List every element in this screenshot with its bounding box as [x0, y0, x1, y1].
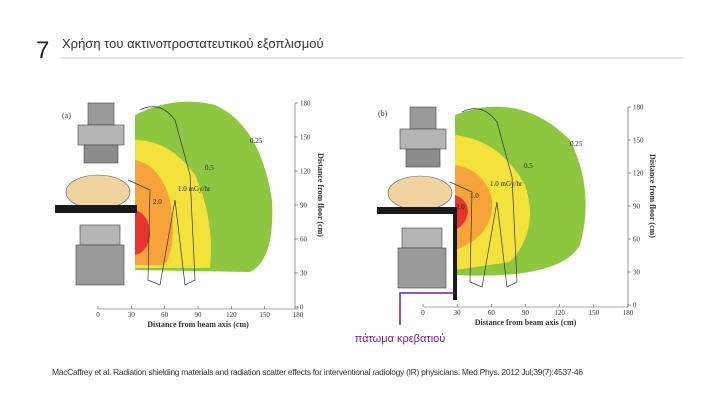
slide-title: Χρήση του ακτινοπροστατευτικού εξοπλισμο…: [62, 36, 324, 51]
slide-number: 7: [36, 37, 49, 64]
citation: MacCaffrey et al. Radiation shielding ma…: [52, 367, 583, 377]
contour-label: 0.25: [570, 140, 583, 148]
y-tick-label: 150: [300, 134, 311, 142]
y-tick-label: 90: [633, 203, 641, 211]
y-tick-label: 150: [633, 137, 644, 145]
y-tick-label: 30: [300, 270, 308, 278]
x-tick-label: 60: [161, 311, 169, 319]
x-tick-label: 120: [554, 309, 565, 317]
x-tick-label: 60: [488, 309, 496, 317]
x-axis-label: Distance from beam axis (cm): [147, 320, 249, 329]
y-tick-label: 180: [633, 104, 644, 112]
y-tick-label: 120: [300, 168, 311, 176]
x-tick-label: 30: [454, 309, 462, 317]
y-tick-label: 60: [300, 236, 308, 244]
figure-b-illustration: [377, 106, 586, 325]
contour-label: 2.0: [456, 203, 465, 211]
y-tick-label: 0: [633, 302, 637, 310]
annotation: πάτωμα κρεβατιού: [355, 333, 446, 345]
x-tick-label: 30: [128, 311, 136, 319]
figure-a-illustration: [55, 101, 273, 286]
contour-label: 1.0: [470, 192, 479, 200]
contour-label: 2.0: [153, 198, 162, 206]
y-axis-label: Distance from floor (cm): [648, 154, 657, 238]
x-tick-label: 150: [259, 311, 270, 319]
y-tick-label: 180: [300, 100, 311, 108]
x-tick-label: 120: [226, 311, 237, 319]
figure-label: (a): [62, 111, 71, 120]
y-tick-label: 30: [633, 269, 641, 277]
x-tick-label: 0: [96, 311, 100, 319]
x-axis-label: Distance from beam axis (cm): [475, 318, 577, 327]
contour-label: 1.0 mGy/hr: [490, 180, 523, 188]
figure-label: (b): [378, 109, 388, 118]
x-tick-label: 150: [589, 309, 600, 317]
y-axis-label: Distance from floor (cm): [316, 153, 325, 237]
x-tick-label: 0: [421, 309, 425, 317]
x-tick-label: 90: [522, 309, 530, 317]
contour-label: 0.25: [250, 137, 263, 145]
contour-label: 0.5: [205, 164, 214, 172]
y-tick-label: 120: [633, 170, 644, 178]
contour-label: 1.0 mGy/hr: [178, 185, 211, 193]
contour-label: 0.5: [524, 162, 533, 170]
x-tick-label: 180: [293, 311, 304, 319]
x-tick-label: 180: [623, 309, 634, 317]
y-tick-label: 0: [300, 304, 304, 312]
x-tick-label: 90: [195, 311, 203, 319]
y-tick-label: 60: [633, 236, 641, 244]
y-tick-label: 90: [300, 202, 308, 210]
